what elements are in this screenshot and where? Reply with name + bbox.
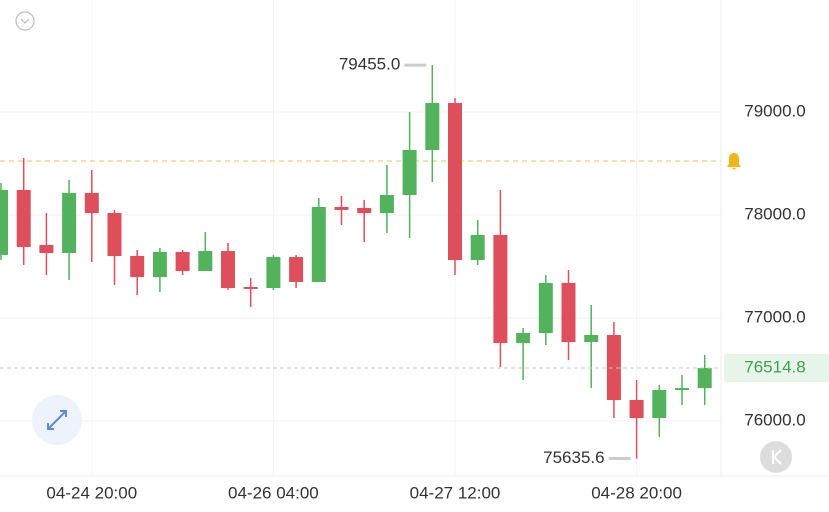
x-tick-label: 04-26 04:00 xyxy=(228,483,319,502)
candle-body xyxy=(221,251,235,289)
candle-body xyxy=(379,195,394,214)
y-tick-label: 78000.0 xyxy=(744,204,805,223)
candle-body xyxy=(198,251,213,272)
candle-body xyxy=(652,390,667,419)
candle-body xyxy=(334,206,349,210)
last-price-label: 76514.8 xyxy=(744,357,805,376)
last-price-tag xyxy=(724,353,829,382)
candle-body xyxy=(62,192,77,254)
candle-body xyxy=(175,251,190,272)
candle-body xyxy=(357,207,372,214)
candle-body xyxy=(84,192,99,214)
x-tick-label: 04-27 12:00 xyxy=(410,483,501,502)
x-tick-label: 04-28 20:00 xyxy=(591,483,682,502)
min-label: 75635.6 xyxy=(543,448,604,467)
candle-body xyxy=(448,103,462,261)
candle-body xyxy=(402,149,417,196)
candle-body xyxy=(606,335,621,401)
candle-body xyxy=(629,400,644,419)
collapse-button[interactable] xyxy=(15,11,35,31)
candle-body xyxy=(266,257,281,289)
alert-bell xyxy=(727,153,741,170)
candle-body xyxy=(493,234,508,344)
candle-body xyxy=(39,244,54,254)
candle-body xyxy=(584,335,599,343)
candle-body xyxy=(697,367,712,389)
candle-body xyxy=(130,255,145,278)
max-label: 79455.0 xyxy=(339,55,400,74)
candle-body xyxy=(16,189,31,248)
candle-body xyxy=(0,189,8,255)
y-tick-label: 76000.0 xyxy=(744,411,805,430)
candle-body xyxy=(675,388,689,391)
candle-body xyxy=(516,333,531,344)
k-button[interactable] xyxy=(760,441,792,473)
candle-body xyxy=(470,234,485,261)
candle-body xyxy=(152,251,167,278)
candle-body xyxy=(425,103,440,150)
candle-body xyxy=(289,257,304,282)
x-tick-label: 04-24 20:00 xyxy=(46,483,137,502)
fullscreen-button[interactable] xyxy=(32,395,82,445)
candle-body xyxy=(243,286,258,289)
candle-body xyxy=(107,213,122,256)
candle-body xyxy=(538,282,553,334)
y-tick-label: 77000.0 xyxy=(744,307,805,326)
candle-body xyxy=(311,206,326,282)
y-tick-label: 79000.0 xyxy=(744,101,805,120)
candle-body xyxy=(561,282,576,343)
